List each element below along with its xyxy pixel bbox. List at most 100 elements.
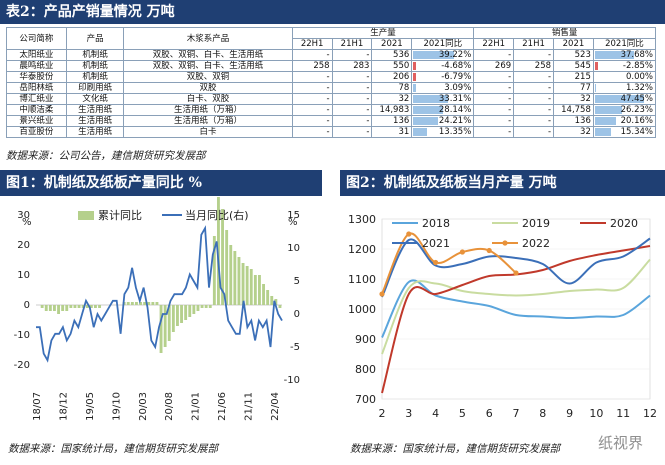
cell-s22h1: - <box>473 126 515 138</box>
yoy-databar <box>594 128 611 136</box>
bar <box>69 305 73 308</box>
x-tick-label: 7 <box>513 407 520 420</box>
y-tick-label: 900 <box>355 333 376 346</box>
x-tick-label: 20/03 <box>138 392 149 421</box>
yoy-databar <box>413 128 428 136</box>
col-sales-yoy: 2021同比 <box>592 38 657 50</box>
yoy-databar <box>413 84 417 92</box>
col-prod-yoy: 2021同比 <box>411 38 475 50</box>
bar <box>200 305 204 308</box>
bar <box>73 305 77 308</box>
y-tick-label: 1100 <box>348 273 376 286</box>
yoy-value: 13.35% <box>438 127 472 137</box>
cell-company: 晨鸣纸业 <box>6 60 67 72</box>
x-tick-label: 21/01 <box>191 392 202 421</box>
cell-s21h1: 258 <box>513 60 555 72</box>
series-point-2022 <box>379 291 385 297</box>
cell-s21h1: - <box>513 93 555 105</box>
col-sales-22h1: 22H1 <box>473 38 515 50</box>
yoy-databar <box>594 84 597 92</box>
production-sales-table: 公司简称 产品 木浆系产品 生产量 销售量 22H1 21H1 2021 202… <box>6 27 657 138</box>
chart2: 700 800 900 1000 1100 1200 1300 2 3 4 5 6 7 8 9 10 11 12 2… <box>348 213 657 420</box>
chart2-title: 图2：机制纸及纸板当月产量 万吨 <box>340 170 665 196</box>
bar <box>139 302 142 305</box>
yoy-value: -6.79% <box>441 72 472 82</box>
cell-p21h1: 283 <box>331 60 373 72</box>
cell-pyoy: 39.22% <box>411 49 475 61</box>
left-tick-label: 0 <box>24 300 30 311</box>
col-company: 公司简称 <box>6 27 67 50</box>
cell-s22h1: - <box>473 49 515 61</box>
cell-product: 机制纸 <box>65 60 125 72</box>
cell-p21h1: - <box>331 104 373 116</box>
yoy-value: 33.31% <box>438 94 472 104</box>
cell-pulp: 生活用纸（万箱） <box>123 104 293 116</box>
bar <box>77 305 81 308</box>
table-source: 数据来源：公司公告，建信期货研究发展部 <box>6 150 206 162</box>
bar <box>135 302 138 305</box>
y-tick-label: 700 <box>355 393 376 406</box>
cell-s2021: 77 <box>553 82 594 94</box>
cell-product: 文化纸 <box>65 93 125 105</box>
bar <box>217 197 220 305</box>
yoy-value: -2.85% <box>622 61 653 71</box>
cell-s2021: 545 <box>553 60 594 72</box>
left-tick-label: 10 <box>17 270 30 281</box>
bar <box>241 263 245 305</box>
yoy-databar <box>413 73 417 81</box>
chart1: -20 -10 0 10 20 30 -10 -5 0 5 10 15% % 18/07 18/12 19/0… <box>14 197 300 421</box>
series-point-2022 <box>433 259 439 266</box>
cell-s21h1: - <box>513 49 555 61</box>
cell-p2021: 78 <box>371 82 413 94</box>
x-tick-label: 11 <box>616 407 630 420</box>
bar <box>274 299 278 305</box>
yoy-databar <box>594 117 616 125</box>
cell-p2021: 550 <box>371 60 413 72</box>
cell-p21h1: - <box>331 115 373 127</box>
x-tick-label: 2 <box>379 407 386 420</box>
chart2-source: 数据来源：国家统计局，建信期货研究发展部 <box>350 443 560 455</box>
cell-pulp: 白卡 <box>123 126 293 138</box>
cell-pulp: 双胶、双铜、白卡、生活用纸 <box>123 60 293 72</box>
cell-syoy: -2.85% <box>592 60 657 72</box>
cell-p21h1: - <box>331 71 373 83</box>
left-tick-label: -20 <box>14 360 30 371</box>
bar <box>245 266 249 305</box>
cell-syoy: 20.16% <box>592 115 657 127</box>
table-row: 岳阳林纸 印刷用纸 双胶 - -78 3.09% - -77 1.32% <box>6 82 657 94</box>
cell-p2021: 536 <box>371 49 413 61</box>
yoy-value: 26.23% <box>620 105 653 115</box>
cell-p21h1: - <box>331 49 373 61</box>
series-point-2022 <box>406 231 412 237</box>
cell-pulp: 双胶、双铜 <box>123 71 293 83</box>
series-line-monthly-yoy <box>36 225 283 363</box>
cell-s22h1: - <box>473 82 515 94</box>
x-tick-label: 20/08 <box>164 392 175 421</box>
cell-company: 博汇纸业 <box>6 93 67 105</box>
cell-p21h1: - <box>331 93 373 105</box>
y-tick-label: 800 <box>355 363 376 376</box>
series-point-2022 <box>486 247 492 254</box>
bar <box>196 305 200 311</box>
x-tick-label: 10 <box>589 407 603 420</box>
cell-s2021: 136 <box>553 115 594 127</box>
legend-label-bar: 累计同比 <box>98 209 142 222</box>
x-tick-label: 18/07 <box>32 392 43 421</box>
cell-syoy: 1.32% <box>592 82 657 94</box>
cell-s2021: 215 <box>553 71 594 83</box>
col-prod-22h1: 22H1 <box>291 38 333 50</box>
bar <box>159 305 163 353</box>
x-tick-label: 9 <box>566 407 573 420</box>
right-tick-label: 5 <box>294 276 300 287</box>
bar <box>151 302 155 305</box>
table-title: 表2：产品产销量情况 万吨 <box>0 0 665 24</box>
bar <box>253 275 257 305</box>
cell-product: 生活用纸 <box>65 126 125 138</box>
cell-pyoy: -6.79% <box>411 71 475 83</box>
group-sales: 销售量 <box>473 27 656 39</box>
cell-pyoy: 33.31% <box>411 93 475 105</box>
right-tick-label: -5 <box>290 342 300 353</box>
cell-p22h1: - <box>291 115 333 127</box>
bar <box>237 257 241 305</box>
x-tick-label: 6 <box>486 407 493 420</box>
